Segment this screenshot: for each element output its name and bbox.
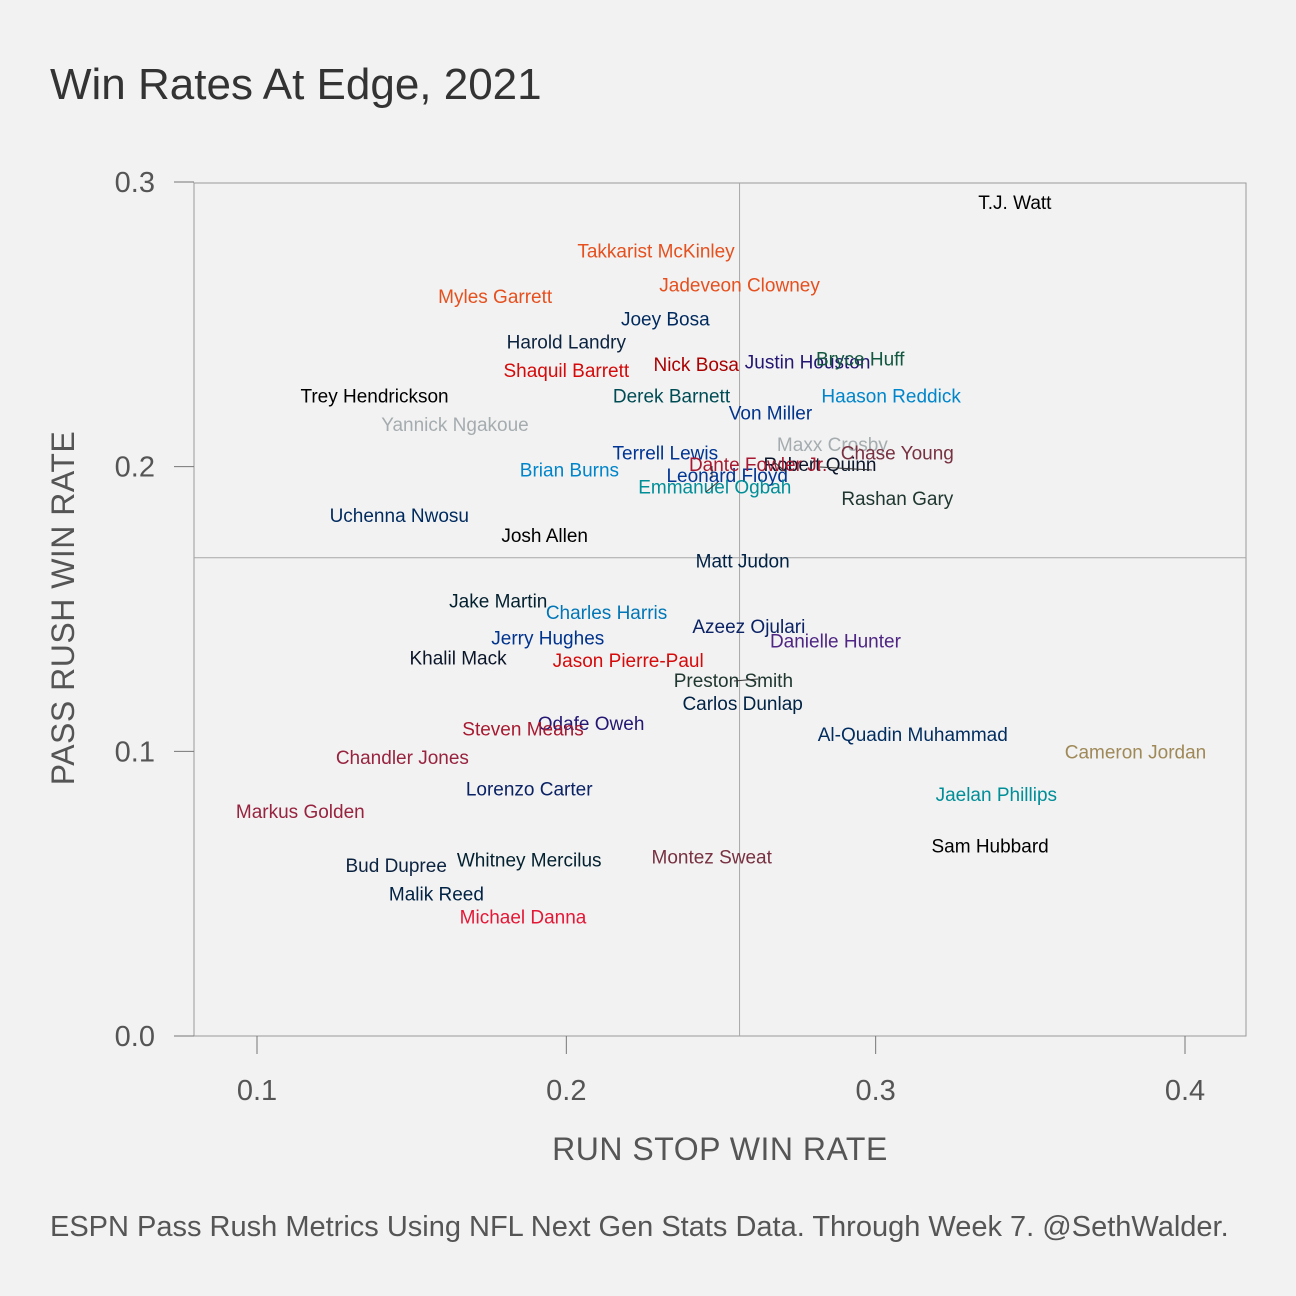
point-label: Cameron Jordan: [1065, 742, 1207, 763]
point-label: Myles Garrett: [438, 287, 553, 308]
point-label: Chase Young: [841, 443, 954, 464]
chart-title: Win Rates At Edge, 2021: [50, 60, 542, 109]
point-label: Shaquil Barrett: [503, 361, 629, 382]
point-label: Joey Bosa: [621, 310, 710, 331]
point-label: Azeez Ojulari: [692, 617, 805, 638]
point-label: Al-Quadin Muhammad: [818, 725, 1008, 746]
x-tick-label: 0.4: [1165, 1075, 1205, 1107]
point-label: Whitney Mercilus: [457, 851, 602, 872]
x-axis-title: RUN STOP WIN RATE: [552, 1131, 888, 1167]
x-tick-label: 0.3: [855, 1075, 895, 1107]
point-label: Derek Barnett: [613, 386, 731, 407]
label-leader-line: [819, 466, 873, 471]
point-label: Von Miller: [729, 404, 813, 425]
point-label: Harold Landry: [507, 332, 627, 353]
point-label: Danielle Hunter: [770, 631, 902, 652]
point-label-layer: T.J. Watt Takkarist McKinley Myles Garrett…: [236, 193, 1206, 929]
point-label: Terrell Lewis: [613, 443, 719, 464]
point-label: Jaelan Phillips: [936, 785, 1057, 806]
y-tick-label: 0.0: [115, 1021, 155, 1053]
point-label: Steven Means: [462, 720, 583, 741]
point-label: Lorenzo Carter: [466, 779, 593, 800]
label-leader-line: [705, 481, 719, 493]
point-label: Markus Golden: [236, 802, 365, 823]
y-axis-title: PASS RUSH WIN RATE: [45, 431, 81, 786]
point-label: Yannick Ngakoue: [381, 415, 529, 436]
point-label: Josh Allen: [501, 526, 588, 547]
point-label: Justin Houston: [745, 352, 871, 373]
point-label: Uchenna Nwosu: [330, 506, 469, 527]
grid-layer: [193, 182, 1247, 1037]
point-label: Haason Reddick: [821, 386, 961, 407]
point-label: Jadeveon Clowney: [659, 275, 820, 296]
axis-layer: 0.1 0.2 0.3 0.4 0.0 0.1 0.2 0.3: [115, 167, 1205, 1107]
point-label: Jason Pierre-Paul: [553, 651, 704, 672]
label-leader-line: [773, 461, 787, 473]
point-label: Jerry Hughes: [491, 628, 604, 649]
point-label: Leonard Floyd: [666, 466, 787, 487]
point-label: Trey Hendrickson: [300, 386, 448, 407]
point-label: Montez Sweat: [652, 848, 773, 869]
point-label: Carlos Dunlap: [682, 694, 802, 715]
x-tick-label: 0.1: [237, 1075, 277, 1107]
point-label: Michael Danna: [460, 907, 587, 928]
point-label: Brian Burns: [520, 461, 619, 482]
point-label: Malik Reed: [389, 885, 484, 906]
point-label: Bud Dupree: [345, 856, 446, 877]
point-label: Preston Smith: [674, 671, 793, 692]
point-label: Nick Bosa: [653, 355, 739, 376]
point-label: Takkarist McKinley: [577, 241, 735, 262]
point-label: T.J. Watt: [978, 193, 1052, 214]
y-tick-label: 0.2: [115, 452, 155, 484]
y-tick-label: 0.3: [115, 167, 155, 199]
point-label: Khalil Mack: [409, 648, 507, 669]
chart-caption: ESPN Pass Rush Metrics Using NFL Next Ge…: [50, 1211, 1229, 1243]
point-label: Robert Quinn: [763, 455, 876, 476]
point-label: Bryce Huff: [816, 349, 905, 370]
point-label: Sam Hubbard: [931, 836, 1048, 857]
point-label: Chandler Jones: [336, 748, 469, 769]
point-label: Maxx Crosby: [777, 435, 888, 456]
point-label: Odafe Oweh: [538, 714, 645, 735]
point-label: Jake Martin: [449, 591, 547, 612]
y-tick-label: 0.1: [115, 736, 155, 768]
point-label: Dante Fowler Jr.: [689, 455, 827, 476]
point-label: Matt Judon: [696, 552, 790, 573]
point-label: Rashan Gary: [841, 489, 953, 510]
label-leader-line: [733, 678, 759, 682]
point-label: Emmanuel Ogbah: [638, 478, 791, 499]
x-tick-label: 0.2: [546, 1075, 586, 1107]
plot-panel-border: [193, 182, 1247, 1037]
point-label: Charles Harris: [546, 603, 667, 624]
